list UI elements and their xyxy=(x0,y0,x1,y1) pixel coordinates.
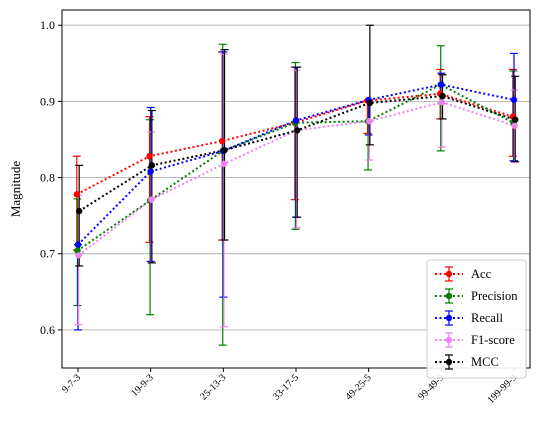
recall-point xyxy=(147,168,154,175)
legend-label-f1-score: F1-score xyxy=(471,333,515,347)
x-tick-label: 19-9-3 xyxy=(129,372,156,399)
acc-point xyxy=(146,153,153,160)
y-tick-label: 1.0 xyxy=(40,18,55,32)
y-tick-label: 0.8 xyxy=(40,171,55,185)
mcc-point xyxy=(76,207,83,215)
f1-score-point xyxy=(438,98,446,106)
y-tick-label: 0.9 xyxy=(40,94,55,108)
mcc-point xyxy=(148,162,156,169)
legend-label-precision: Precision xyxy=(471,289,518,303)
f1-score-point xyxy=(366,118,373,125)
legend-label-acc: Acc xyxy=(471,267,492,281)
mcc-point xyxy=(512,116,519,123)
f1-score-point xyxy=(511,122,518,129)
x-tick-label: 9-7-3 xyxy=(60,372,83,395)
y-axis-label: Magnitude xyxy=(8,161,23,218)
legend-label-recall: Recall xyxy=(471,311,503,325)
recall-point xyxy=(438,81,445,88)
error-bars xyxy=(72,24,520,346)
f1-score-point xyxy=(148,196,155,203)
y-axis-ticks: 0.6 0.7 0.8 0.9 1.0 xyxy=(40,18,62,337)
legend-label-mcc: MCC xyxy=(471,355,499,369)
legend-marker-acc xyxy=(445,270,453,278)
mcc-point xyxy=(221,146,228,154)
legend-marker-f1-score xyxy=(445,336,453,344)
legend-marker-mcc xyxy=(445,358,453,366)
y-tick-label: 0.6 xyxy=(40,323,55,337)
x-tick-label: 33-17-5 xyxy=(271,372,301,402)
f1-score-point xyxy=(220,160,228,168)
legend-marker-recall xyxy=(445,314,453,322)
mcc-point xyxy=(439,92,446,100)
legend: Acc Precision Recall F1-score MCC xyxy=(426,259,527,379)
recall-point xyxy=(74,241,82,248)
recall-point xyxy=(292,117,300,124)
mcc-point xyxy=(366,99,374,107)
x-tick-label: 49-25-5 xyxy=(344,372,374,402)
y-tick-label: 0.7 xyxy=(40,247,55,261)
acc-point xyxy=(73,191,81,198)
legend-marker-precision xyxy=(445,292,453,300)
recall-point xyxy=(510,96,518,104)
f1-score-point xyxy=(75,252,82,259)
x-tick-label: 25-13-3 xyxy=(198,372,228,402)
series-markers xyxy=(73,81,519,259)
acc-point xyxy=(218,137,226,145)
mcc-point xyxy=(294,127,301,134)
